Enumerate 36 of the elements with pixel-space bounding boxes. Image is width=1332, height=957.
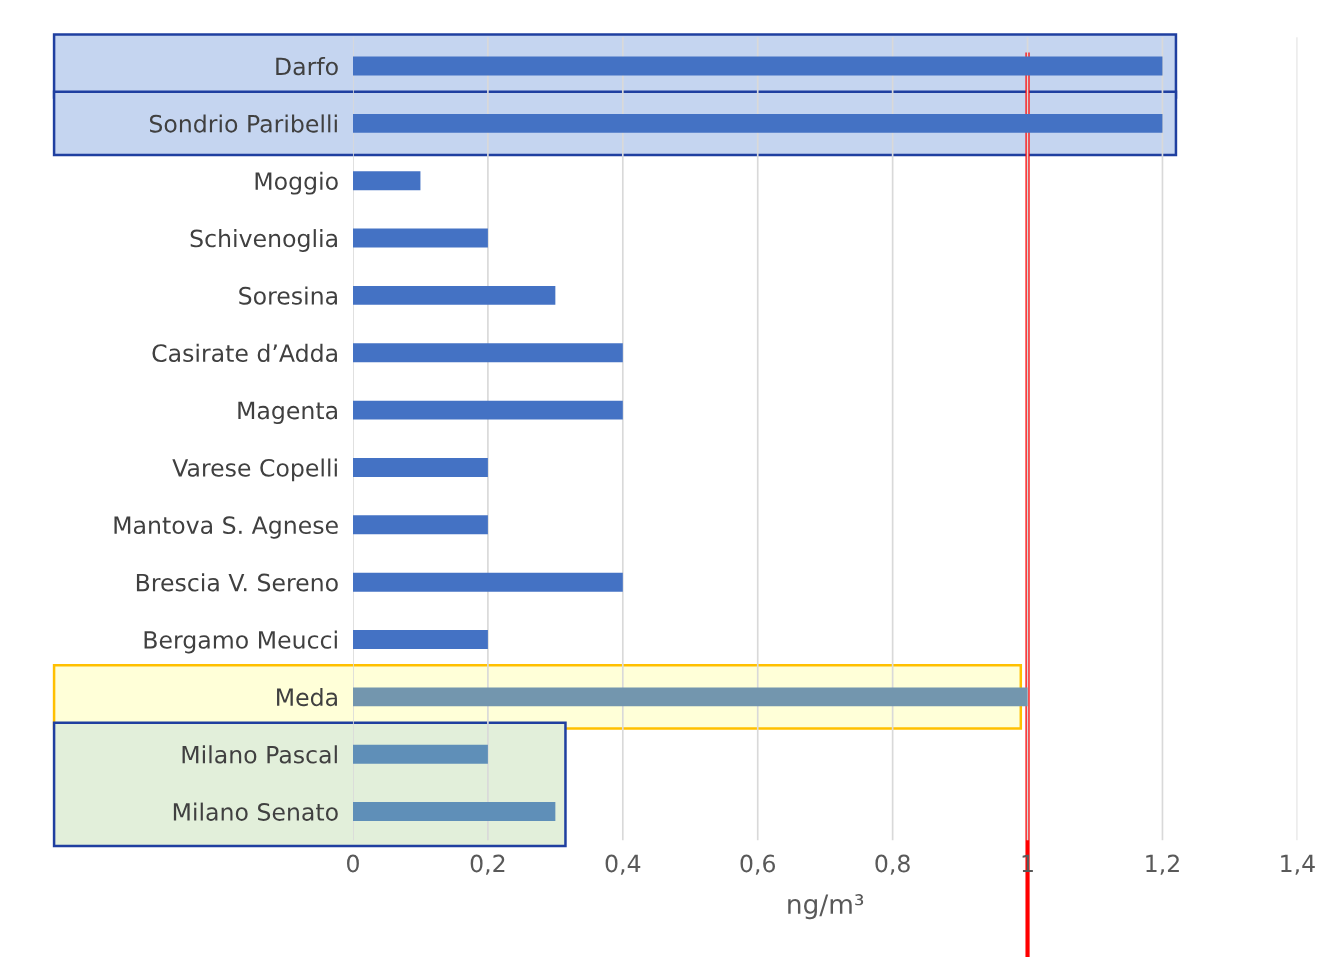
x-tick-label: 0,8: [875, 854, 910, 875]
y-tick-label: Soresina: [239, 286, 337, 305]
y-tick-label: Brescia V. Sereno: [136, 573, 338, 592]
x-tick-label: 0,2: [470, 854, 505, 875]
x-tick-label: 1,4: [1281, 854, 1315, 875]
bar: [352, 171, 421, 191]
x-tick-label: 0,4: [605, 854, 641, 875]
bar: [352, 744, 488, 764]
bar: [352, 515, 488, 535]
y-tick-label: Schivenoglia: [190, 229, 337, 252]
bar: [352, 458, 488, 477]
bar: [352, 285, 556, 305]
y-tick-label: Milano Pascal: [182, 745, 337, 764]
bar: [352, 802, 556, 822]
bar: [352, 343, 623, 363]
y-tick-label: Varese Copelli: [172, 458, 337, 482]
y-tick-label: Bergamo Meucci: [144, 630, 337, 654]
bar: [352, 630, 488, 649]
bar: [352, 56, 1163, 76]
x-axis-title: ng/m³: [788, 894, 864, 920]
x-tick-label: 1,2: [1146, 854, 1179, 875]
y-tick-label: Moggio: [255, 171, 338, 195]
bar: [352, 687, 1028, 707]
y-tick-label: Magenta: [238, 401, 337, 424]
y-tick-label: Meda: [277, 687, 337, 707]
bar: [352, 572, 623, 592]
x-tick-label: 0,6: [740, 854, 776, 875]
y-tick-label: Sondrio Paribelli: [149, 114, 337, 133]
bar: [352, 400, 623, 420]
y-tick-label: Milano Senato: [173, 802, 338, 821]
bar: [352, 228, 488, 248]
y-tick-label: Casirate d’Adda: [152, 343, 337, 363]
y-tick-label: Mantova S. Agnese: [114, 516, 338, 539]
y-tick-label: Darfo: [276, 57, 338, 76]
bar: [352, 113, 1163, 133]
x-tick-label: 0: [347, 854, 359, 873]
